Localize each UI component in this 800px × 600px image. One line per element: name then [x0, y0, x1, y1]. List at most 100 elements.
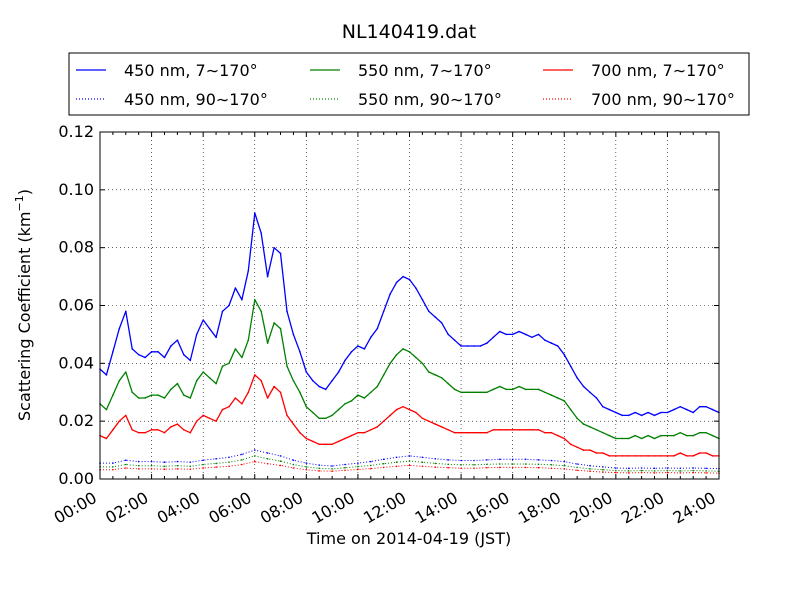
data-point	[408, 278, 411, 281]
data-point	[440, 322, 443, 324]
data-point	[692, 469, 694, 472]
data-point	[608, 455, 611, 457]
data-point	[473, 431, 475, 434]
data-point	[344, 359, 346, 362]
data-point	[447, 459, 450, 461]
data-point	[615, 411, 617, 414]
data-point	[421, 465, 424, 468]
data-point	[125, 371, 127, 373]
data-point	[569, 408, 572, 411]
data-point	[202, 371, 204, 373]
data-point	[215, 458, 217, 460]
data-point	[544, 391, 546, 394]
data-point	[157, 351, 159, 353]
data-point	[705, 431, 707, 434]
data-point	[292, 379, 295, 382]
data-point	[415, 356, 417, 359]
data-point	[537, 463, 540, 466]
data-point	[324, 417, 327, 420]
data-point	[615, 455, 617, 457]
data-point	[627, 455, 630, 457]
data-point	[582, 385, 585, 388]
data-point	[428, 420, 430, 423]
data-point	[569, 365, 572, 368]
data-point	[660, 434, 662, 437]
data-point	[254, 374, 256, 376]
data-point	[176, 382, 179, 385]
y-axis-label: Scattering Coefficient (km−1)	[13, 189, 34, 421]
data-point	[705, 452, 707, 454]
data-point	[344, 463, 346, 466]
data-point	[595, 429, 598, 431]
data-point	[266, 462, 269, 465]
data-point	[305, 466, 308, 468]
data-point	[344, 403, 346, 405]
data-point	[679, 470, 682, 472]
data-point	[473, 391, 475, 394]
data-point	[705, 470, 707, 472]
data-point	[363, 431, 366, 434]
data-point	[499, 466, 501, 469]
data-point	[357, 465, 359, 468]
data-point	[331, 414, 333, 417]
data-point	[589, 468, 591, 470]
y-tick-label: 0.08	[58, 238, 94, 257]
data-point	[215, 382, 217, 385]
data-point	[666, 455, 669, 457]
data-point	[408, 351, 411, 353]
data-point	[589, 464, 591, 467]
data-point	[318, 417, 321, 420]
legend: 450 nm, 7∼170° 550 nm, 7∼170° 700 nm, 7∼17…	[76, 61, 735, 109]
data-point	[518, 330, 520, 333]
data-point	[615, 467, 617, 469]
data-point	[660, 455, 662, 457]
data-point	[537, 429, 540, 431]
data-point	[499, 385, 501, 388]
data-point	[370, 336, 372, 339]
data-point	[602, 431, 604, 434]
data-point	[331, 468, 333, 470]
series-group	[99, 212, 720, 475]
data-point	[511, 388, 514, 391]
data-point	[337, 408, 340, 411]
data-point	[189, 465, 192, 468]
data-point	[686, 408, 688, 411]
data-point	[563, 437, 566, 440]
data-point	[241, 298, 243, 301]
data-point	[434, 423, 437, 425]
data-point	[608, 434, 611, 437]
data-point	[531, 388, 533, 391]
data-point	[150, 394, 153, 396]
data-point	[195, 420, 198, 423]
data-point	[421, 456, 424, 459]
data-point	[576, 469, 578, 472]
data-point	[466, 391, 469, 394]
data-point	[331, 470, 333, 473]
data-point	[189, 397, 192, 399]
data-point	[228, 405, 230, 408]
data-point	[589, 426, 591, 428]
data-point	[324, 443, 327, 446]
data-point	[318, 385, 321, 388]
data-point	[698, 452, 701, 454]
data-point	[537, 459, 540, 461]
data-point	[260, 232, 263, 234]
data-point	[486, 342, 488, 344]
data-point	[125, 463, 127, 466]
data-point	[318, 467, 321, 470]
data-point	[344, 469, 346, 472]
data-point	[286, 365, 288, 368]
data-point	[492, 429, 495, 431]
data-point	[537, 388, 540, 391]
data-point	[627, 467, 630, 470]
data-point	[505, 333, 508, 336]
data-point	[679, 452, 682, 454]
data-point	[602, 452, 604, 454]
series-0	[99, 212, 720, 417]
data-point	[634, 411, 636, 414]
data-point	[279, 327, 282, 330]
data-point	[195, 379, 198, 382]
data-point	[112, 466, 114, 468]
data-point	[241, 403, 243, 405]
data-point	[228, 304, 230, 307]
